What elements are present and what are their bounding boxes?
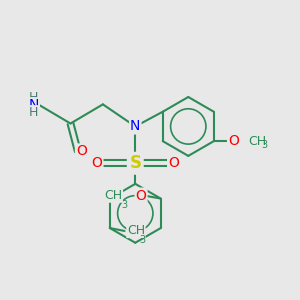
Text: CH: CH (104, 189, 122, 202)
Text: H: H (29, 106, 38, 119)
Text: S: S (129, 154, 141, 172)
Text: O: O (76, 145, 87, 158)
Text: O: O (136, 189, 146, 202)
Text: 3: 3 (140, 235, 146, 245)
Text: CH: CH (127, 224, 145, 238)
Text: H: H (29, 92, 38, 104)
Text: O: O (168, 156, 179, 170)
Text: N: N (130, 119, 140, 134)
Text: O: O (92, 156, 102, 170)
Text: 3: 3 (122, 200, 128, 210)
Text: N: N (28, 98, 39, 112)
Text: 3: 3 (261, 140, 267, 150)
Text: CH: CH (248, 135, 266, 148)
Text: O: O (228, 134, 239, 148)
